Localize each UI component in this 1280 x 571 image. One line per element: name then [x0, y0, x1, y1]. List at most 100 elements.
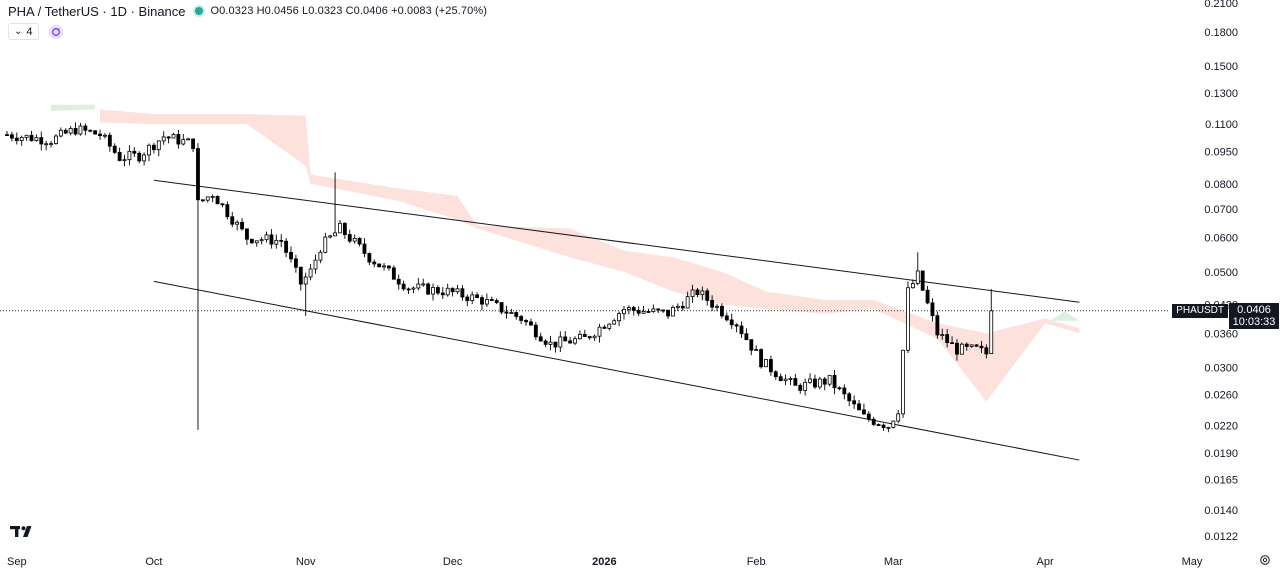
candle-body: [78, 125, 83, 135]
candle-body: [793, 378, 798, 386]
candle: [568, 336, 573, 344]
candle: [411, 286, 416, 294]
candle: [969, 344, 974, 348]
candle: [460, 285, 465, 301]
candle: [749, 339, 754, 356]
candle-body: [210, 195, 215, 198]
candle: [641, 305, 646, 314]
candle: [553, 341, 558, 353]
candle: [509, 308, 514, 314]
candle-body: [573, 338, 577, 344]
candle: [210, 194, 215, 203]
candle-body: [675, 305, 680, 308]
candle-body: [852, 400, 857, 405]
candle: [700, 286, 705, 301]
cloud-segment: [246, 114, 306, 166]
candle-body: [906, 287, 910, 351]
indicator-count: 4: [26, 25, 33, 38]
candle: [724, 312, 729, 322]
candle-body: [171, 134, 176, 139]
channel-lower-line[interactable]: [153, 280, 1080, 461]
candle: [803, 378, 808, 396]
candle-body: [191, 138, 195, 149]
indicators-toggle-button[interactable]: ⌄ 4: [8, 23, 39, 40]
y-tick-label: 0.0360: [1204, 328, 1238, 340]
candle-body: [161, 136, 166, 142]
candle-body: [274, 239, 279, 245]
cloud-segment: [570, 228, 624, 272]
candle-body: [181, 139, 186, 145]
y-tick-label: 0.0500: [1204, 267, 1238, 279]
candle: [773, 370, 778, 380]
candle: [989, 289, 994, 355]
candle-body: [54, 135, 58, 144]
candle-body: [225, 204, 230, 218]
candle: [759, 348, 764, 369]
candle: [357, 237, 362, 247]
candle: [680, 301, 685, 311]
candle-body: [533, 324, 538, 338]
tradingview-logo-icon[interactable]: [10, 524, 36, 543]
candle-body: [333, 232, 337, 237]
candle: [910, 279, 915, 289]
candle: [612, 318, 617, 325]
candle-body: [151, 144, 156, 151]
candle-body: [754, 349, 759, 351]
candle-body: [969, 344, 974, 347]
candle: [176, 129, 181, 149]
symbol-title[interactable]: PHA / TetherUS · 1D · Binance: [8, 3, 186, 19]
candle: [876, 423, 881, 427]
y-tick-label: 0.1300: [1204, 88, 1238, 100]
candle: [577, 330, 582, 340]
candle-body: [215, 195, 220, 205]
candle-body: [778, 376, 783, 382]
candle-body: [137, 152, 142, 162]
candle-body: [768, 359, 773, 373]
time-axis[interactable]: Sep Oct Nov Dec 2026 Feb Mar Apr May: [7, 556, 1203, 568]
price-axis[interactable]: 0.2100 0.1800 0.1500 0.1300 0.1100 0.0950 0.08…: [1204, 0, 1238, 543]
candle-body: [230, 216, 235, 225]
candle-body: [83, 125, 88, 131]
channel-upper-line[interactable]: [153, 179, 1080, 303]
candle-body: [205, 196, 210, 201]
cloud-segment: [477, 225, 571, 258]
candle: [421, 278, 426, 287]
candle-body: [705, 290, 710, 301]
candle-body: [783, 378, 788, 382]
candle: [186, 137, 191, 141]
candle: [127, 145, 132, 166]
trend-channel[interactable]: [153, 179, 1080, 461]
x-tick-label: Apr: [1037, 556, 1054, 568]
candle-body: [871, 418, 876, 425]
candle: [303, 272, 308, 316]
candle-body: [147, 144, 151, 156]
candle-body: [362, 243, 367, 254]
y-tick-label: 0.0190: [1204, 448, 1238, 460]
settings-gear-icon[interactable]: [1259, 553, 1271, 565]
candle: [63, 128, 68, 135]
candle: [764, 359, 768, 368]
candle: [342, 222, 347, 239]
candle-body: [891, 420, 896, 428]
candle: [808, 373, 812, 384]
candle: [813, 374, 817, 389]
candle-body: [220, 203, 225, 206]
candle: [519, 314, 524, 324]
candle: [49, 140, 53, 148]
symbol-price-label: PHAUSDT: [1172, 303, 1228, 318]
candle: [666, 309, 670, 319]
candle: [852, 395, 857, 409]
candle-body: [249, 238, 254, 244]
candle: [729, 313, 734, 329]
candle-body: [592, 335, 597, 339]
candle-body: [989, 310, 994, 355]
candle-body: [455, 288, 460, 293]
candle: [950, 336, 954, 345]
sync-icon[interactable]: [48, 24, 63, 39]
candle: [974, 344, 979, 348]
candle-body: [656, 308, 661, 311]
candle-body: [700, 290, 705, 295]
candle-body: [808, 378, 812, 383]
candle-body: [661, 309, 666, 312]
